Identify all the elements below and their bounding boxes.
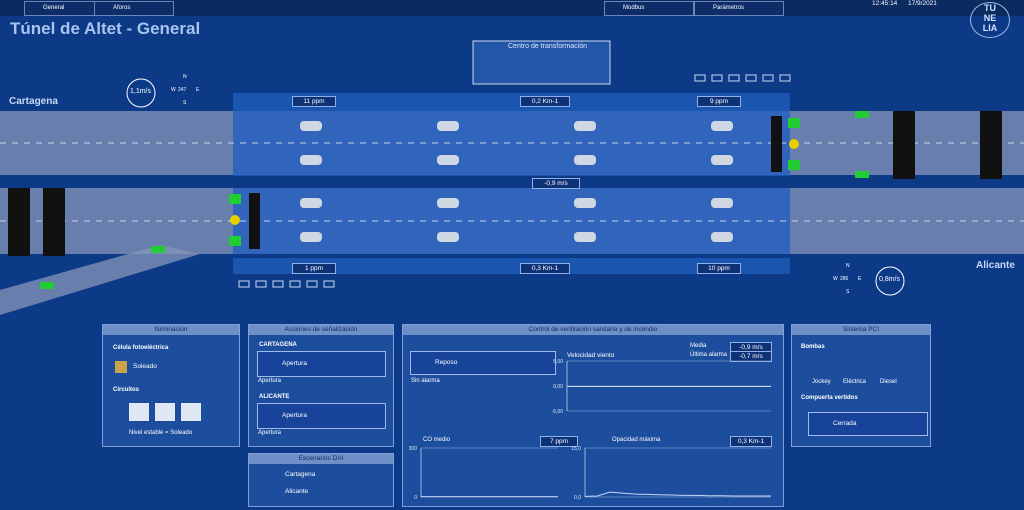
panel-title: Acciones de señalización xyxy=(249,325,393,335)
label[interactable]: Cartagena xyxy=(285,471,316,478)
wind-direction: 286 xyxy=(840,276,849,282)
compass-s: S xyxy=(846,289,850,295)
logo: TU NE LIA xyxy=(970,2,1010,38)
sensor-value: 0,3 Km-1 xyxy=(520,263,570,274)
compass-s: S xyxy=(183,100,187,106)
wind-speed: 0,8m/s xyxy=(879,276,901,283)
icon[interactable] xyxy=(181,403,201,421)
pump: Jockey xyxy=(812,379,831,385)
signaling-panel: Acciones de señalización CARTAGENA Apert… xyxy=(248,324,394,447)
value: 7 ppm xyxy=(540,436,578,447)
sensor-value: 0,2 Km-1 xyxy=(520,96,570,107)
logo-text: LIA xyxy=(982,23,998,33)
compass-e: E xyxy=(196,87,200,93)
panel-title: Iluminación xyxy=(103,325,239,335)
value: Apertura xyxy=(258,430,282,436)
chart-title: Velocidad viento xyxy=(567,352,615,359)
sensor-value: 10 ppm xyxy=(697,263,741,274)
value: Apertura xyxy=(258,378,282,384)
lighting-panel: Iluminación Célula fotoeléctrica Soleado… xyxy=(102,324,240,447)
label: ALICANTE xyxy=(259,394,290,400)
wind-direction: 247 xyxy=(178,87,187,93)
pci-panel: Sistema PCI Bombas Jockey Eléctrica Dies… xyxy=(791,324,931,447)
time: 12:45:14 xyxy=(872,0,898,7)
chart-title: CO medio xyxy=(423,437,451,443)
y-tick-label: 0,0 xyxy=(574,495,581,501)
label[interactable]: Alicante xyxy=(285,488,309,495)
icon[interactable] xyxy=(155,403,175,421)
value: -0,7 m/s xyxy=(730,351,772,362)
logo-text: TU xyxy=(984,3,996,13)
page-title: Túnel de Altet - General xyxy=(10,19,201,38)
action-button[interactable]: Apertura xyxy=(257,351,386,377)
label: Compuerta vertidos xyxy=(801,395,858,401)
date: 17/9/2021 xyxy=(908,0,937,7)
label: Bombas xyxy=(801,344,825,350)
value: Nivel estable = Soleado xyxy=(129,430,193,436)
trend-line xyxy=(584,491,771,497)
tab[interactable]: General xyxy=(24,1,104,16)
pump: Eléctrica xyxy=(843,379,867,385)
air-velocity: -0,9 m/s xyxy=(532,178,580,189)
value: 0,3 Km-1 xyxy=(730,436,772,447)
end-label: Alicante xyxy=(976,260,1015,271)
action-button[interactable]: Apertura xyxy=(257,403,386,429)
icon xyxy=(115,361,127,373)
panel-title: Sistema PCI xyxy=(792,325,930,335)
label: Circuitos xyxy=(113,387,140,393)
panel-title: Escenarios DAI xyxy=(249,454,393,464)
sensor-value: 11 ppm xyxy=(292,96,336,107)
status-button[interactable]: Cerrada xyxy=(808,412,928,436)
compass-n: N xyxy=(846,263,850,269)
label: Última alarma xyxy=(690,352,728,358)
chart-title: Opacidad máxima xyxy=(612,437,661,443)
value: Soleado xyxy=(133,363,157,370)
panel-title: Control de ventilación sanitaria y de in… xyxy=(403,325,783,335)
icon[interactable] xyxy=(129,403,149,421)
wind-speed: 1,1m/s xyxy=(130,88,152,95)
compass-w: W xyxy=(833,276,838,282)
y-tick-label: 5,00 xyxy=(553,359,563,365)
label: CARTAGENA xyxy=(259,342,297,348)
label: Media xyxy=(690,343,707,349)
sensor-value: 1 ppm xyxy=(292,263,336,274)
y-tick-label: 15,0 xyxy=(571,446,581,452)
tab[interactable]: Modbus xyxy=(604,1,694,16)
status-button[interactable]: Reposo xyxy=(410,351,556,375)
pump: Diesel xyxy=(880,379,897,385)
compass-e: E xyxy=(858,276,862,282)
y-tick-label: 0,00 xyxy=(553,384,563,390)
tab[interactable]: Aforos xyxy=(94,1,174,16)
y-tick-label: 300 xyxy=(409,446,418,452)
end-label: Cartagena xyxy=(9,96,58,107)
value: Sin alarma xyxy=(411,378,440,384)
substation-label: Centro de transformación xyxy=(508,43,587,50)
compass-w: W xyxy=(171,87,176,93)
y-tick-label: -5,00 xyxy=(552,409,564,415)
label: Célula fotoeléctrica xyxy=(113,345,169,351)
y-tick-label: 0 xyxy=(414,495,417,501)
tab[interactable]: Parámetros xyxy=(694,1,784,16)
compass-n: N xyxy=(183,74,187,80)
logo-text: NE xyxy=(983,13,997,23)
sensor-value: 9 ppm xyxy=(697,96,741,107)
dai-panel: Escenarios DAI Cartagena Alicante xyxy=(248,453,394,507)
